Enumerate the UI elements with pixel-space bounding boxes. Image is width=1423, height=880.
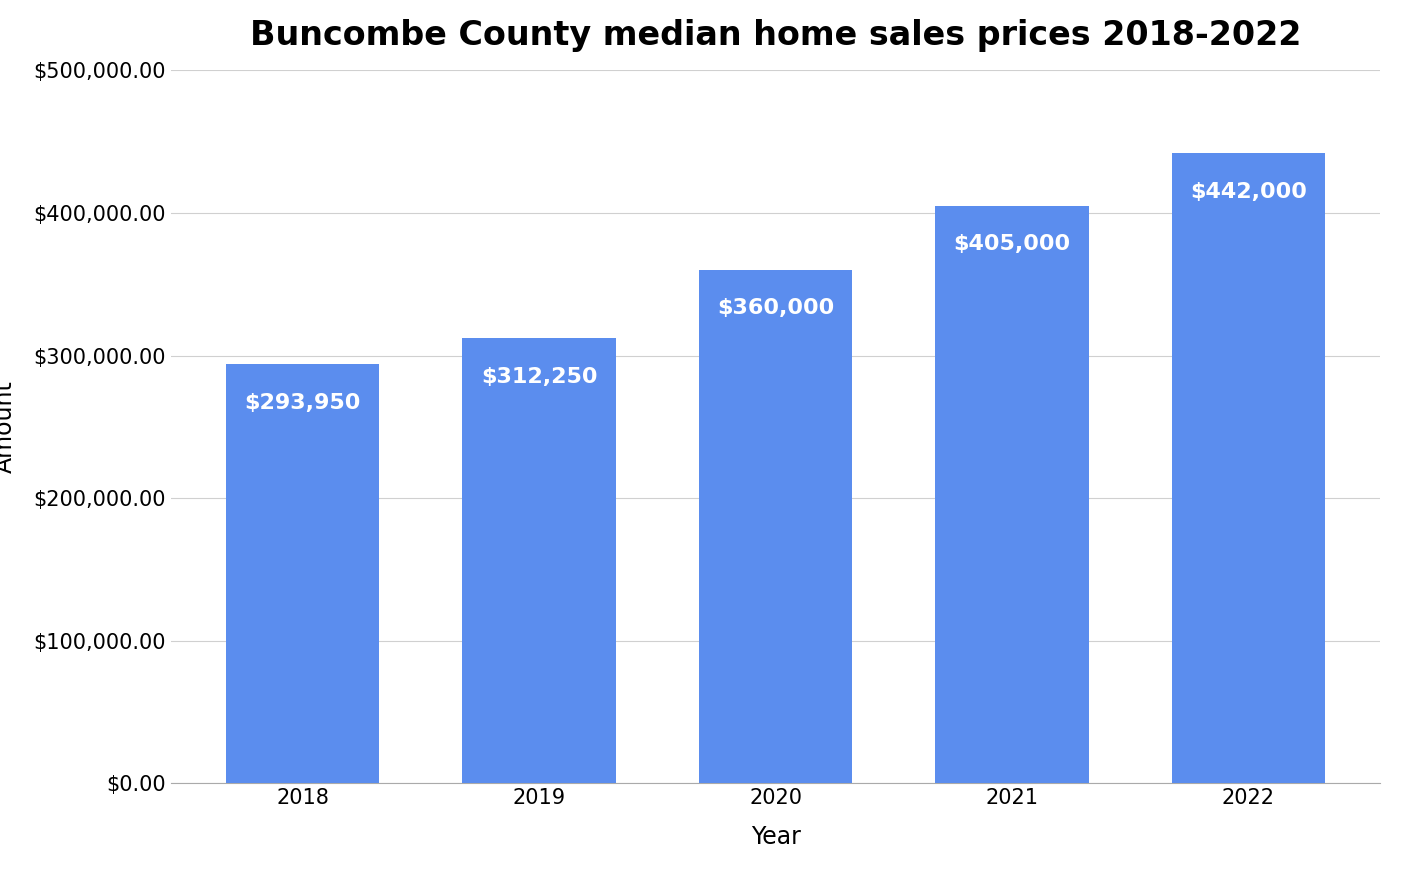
Text: $442,000: $442,000 [1190, 181, 1306, 202]
Title: Buncombe County median home sales prices 2018-2022: Buncombe County median home sales prices… [250, 19, 1301, 53]
X-axis label: Year: Year [750, 825, 801, 848]
Bar [1171, 153, 1325, 783]
Text: $312,250: $312,250 [481, 367, 598, 386]
Text: $360,000: $360,000 [717, 298, 834, 319]
Text: $293,950: $293,950 [245, 392, 361, 413]
Bar [462, 338, 616, 783]
Bar [935, 206, 1089, 783]
Y-axis label: Amount: Amount [0, 380, 17, 473]
Bar [226, 364, 380, 783]
Text: $405,000: $405,000 [953, 234, 1070, 254]
Bar [699, 270, 852, 783]
